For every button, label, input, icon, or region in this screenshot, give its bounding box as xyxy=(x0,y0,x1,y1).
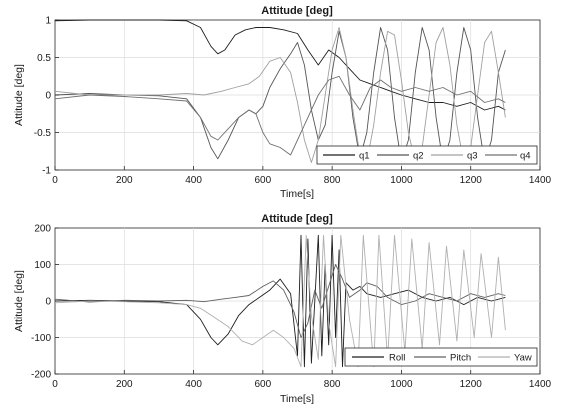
legend-entry-roll: Roll xyxy=(352,353,405,364)
series-lines xyxy=(54,19,506,163)
y-tick-label: 100 xyxy=(34,260,51,271)
subplot-title: Attitude [deg] xyxy=(261,213,333,225)
legend-label: Roll xyxy=(389,353,405,364)
y-axis-label: Attitude [deg] xyxy=(13,64,25,126)
y-axis-ticks: -1 -0.5 0 0.5 1 xyxy=(34,16,59,177)
legend-entry-q2: q2 xyxy=(377,151,424,162)
legend-label: Pitch xyxy=(450,353,471,364)
legend-entry-q3: q3 xyxy=(431,151,478,162)
legend-label: q3 xyxy=(467,151,478,162)
y-tick-label: -200 xyxy=(31,370,51,381)
y-tick-label: -1 xyxy=(42,166,51,177)
legend-label: q1 xyxy=(359,151,370,162)
x-axis-ticks: 0 200 400 600 800 1000 1200 1400 xyxy=(52,166,552,186)
y-tick-label: 0 xyxy=(45,91,51,102)
series-line-q4 xyxy=(54,75,506,156)
series-line-yaw xyxy=(54,234,506,368)
y-tick-label: -100 xyxy=(31,333,51,344)
x-tick-label: 1200 xyxy=(460,379,483,390)
x-tick-label: 1000 xyxy=(390,175,413,186)
x-tick-label: 400 xyxy=(185,175,202,186)
x-tick-label: 1200 xyxy=(460,175,483,186)
legend-box xyxy=(316,145,538,165)
x-axis-label: Time[s] xyxy=(280,188,314,200)
x-tick-label: 800 xyxy=(324,175,341,186)
x-axis-label: Time[s] xyxy=(280,393,314,405)
x-tick-label: 600 xyxy=(255,175,272,186)
legend-entry-q4: q4 xyxy=(485,151,531,162)
legend-entry-q1: q1 xyxy=(323,151,370,162)
x-tick-label: 200 xyxy=(116,379,133,390)
series-lines xyxy=(54,234,506,368)
y-tick-label: 1 xyxy=(45,16,51,27)
series-line-q1 xyxy=(54,19,506,111)
legend: q1 q2 q3 q4 xyxy=(316,145,538,165)
x-tick-label: 1000 xyxy=(390,379,413,390)
series-line-pitch xyxy=(54,264,506,338)
legend: Roll Pitch Yaw xyxy=(344,347,538,367)
series-line-q3 xyxy=(54,27,506,163)
x-tick-label: 1400 xyxy=(529,379,552,390)
y-tick-label: 0 xyxy=(45,297,51,308)
legend-label: Yaw xyxy=(514,353,532,364)
x-axis-ticks: 0 200 400 600 800 1000 1200 1400 xyxy=(52,370,552,390)
subplot-title: Attitude [deg] xyxy=(261,5,333,17)
y-axis-label: Attitude [deg] xyxy=(13,270,25,332)
x-tick-label: 600 xyxy=(255,379,272,390)
legend-label: q4 xyxy=(520,151,531,162)
y-axis-ticks: -200 -100 0 100 200 xyxy=(31,224,59,381)
x-tick-label: 800 xyxy=(324,379,341,390)
y-tick-label: 200 xyxy=(34,224,51,235)
legend-entry-pitch: Pitch xyxy=(414,353,471,364)
legend-label: q2 xyxy=(413,151,424,162)
x-tick-label: 400 xyxy=(185,379,202,390)
x-tick-label: 200 xyxy=(116,175,133,186)
x-tick-label: 1400 xyxy=(529,175,552,186)
legend-entry-yaw: Yaw xyxy=(478,353,532,364)
x-tick-label: 0 xyxy=(52,175,58,186)
subplot-quaternions: Attitude [deg] 0 200 400 600 800 1000 1200 1400… xyxy=(13,5,552,200)
x-tick-label: 0 xyxy=(52,379,58,390)
y-tick-label: 0.5 xyxy=(37,53,51,64)
subplot-euler-angles: Attitude [deg] 0 200 400 600 800 1000 1200 1400… xyxy=(13,213,552,405)
y-tick-label: -0.5 xyxy=(34,128,52,139)
